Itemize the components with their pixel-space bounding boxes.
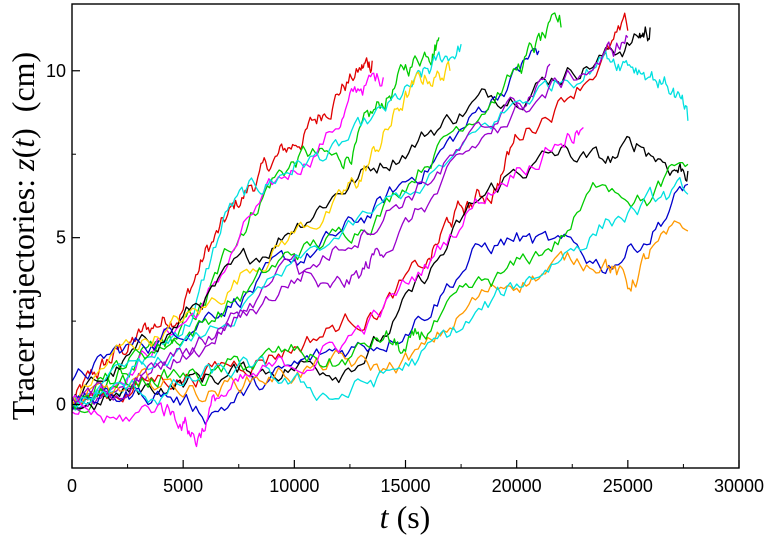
- y-axis-paren-open: (: [5, 148, 41, 159]
- y-axis-unit: (cm): [5, 52, 41, 128]
- y-tick-label-5: 5: [56, 228, 66, 248]
- trajectory-line-5: [71, 26, 651, 402]
- x-tick-label-15000: 15000: [380, 476, 430, 496]
- x-tick-label-0: 0: [67, 476, 77, 496]
- x-tick-label-10000: 10000: [269, 476, 319, 496]
- trajectory-line-16: [71, 49, 689, 408]
- trajectory-line-14: [71, 161, 689, 410]
- trajectory-line-1: [71, 57, 373, 405]
- trajectory-line-17: [71, 127, 584, 448]
- x-tick-label-30000: 30000: [714, 476, 764, 496]
- plot-frame: [71, 3, 740, 469]
- trajectory-line-3: [71, 72, 384, 415]
- trajectory-line-15: [71, 176, 689, 406]
- x-axis-unit: (s): [389, 499, 431, 535]
- trajectory-line-18: [71, 34, 629, 403]
- x-axis-var: t: [380, 499, 390, 535]
- y-axis-var: z: [5, 158, 41, 172]
- trajectory-line-4: [71, 43, 462, 411]
- y-tick-label-0: 0: [56, 395, 66, 415]
- trajectory-line-12: [71, 183, 689, 425]
- y-axis-prefix: Tracer trajectories:: [5, 171, 41, 420]
- trajectory-line-11: [71, 135, 689, 411]
- trajectory-line-10: [71, 12, 629, 409]
- trajectory-line-6: [71, 47, 540, 382]
- y-axis-title: Tracer trajectories: z(t) (cm): [5, 52, 41, 420]
- x-tick-label-25000: 25000: [603, 476, 653, 496]
- trajectory-line-9: [71, 63, 551, 411]
- x-tick-label-20000: 20000: [492, 476, 542, 496]
- series-layer: [71, 12, 689, 448]
- x-axis-title: t (s): [380, 499, 431, 535]
- ticks-layer: 0 5000 10000 15000 20000 25000 30000 0 5 10: [46, 61, 764, 496]
- y-axis-arg: t: [5, 138, 41, 148]
- y-axis-paren-close: ): [5, 128, 41, 139]
- trajectory-line-7: [71, 60, 451, 401]
- trajectory-line-8: [71, 12, 562, 414]
- trajectory-line-13: [71, 220, 689, 407]
- x-tick-label-5000: 5000: [163, 476, 203, 496]
- y-tick-label-10: 10: [46, 61, 66, 81]
